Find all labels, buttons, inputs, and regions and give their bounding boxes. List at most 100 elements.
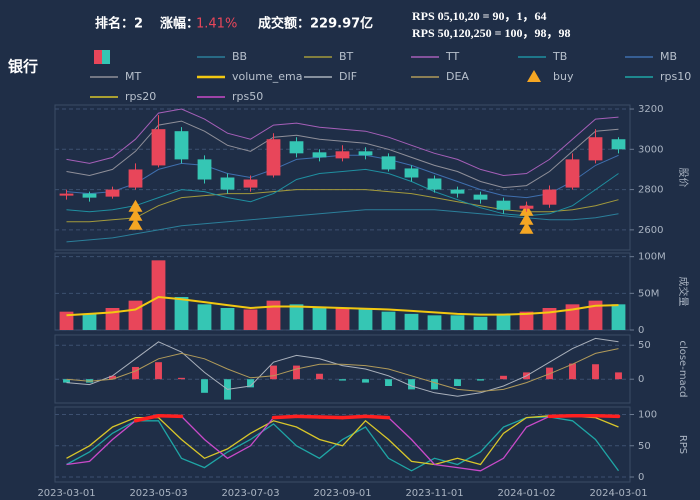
candle-body: [289, 141, 304, 154]
x-tick-label: 2023-07-03: [221, 488, 279, 499]
legend-label: DEA: [446, 70, 469, 83]
legend-label: volume_ema: [232, 70, 302, 83]
candle-body: [427, 178, 442, 190]
candle-body: [611, 139, 626, 150]
series-line: [66, 295, 619, 317]
volume-bar: [197, 304, 212, 330]
volume-bar: [243, 309, 258, 330]
macd-bar: [270, 365, 277, 380]
rps-long: RPS 50,120,250 = 100，98，98: [412, 26, 571, 40]
macd-bar: [132, 366, 139, 380]
rps-highlight: [133, 414, 161, 423]
legend-swatch: [94, 50, 102, 64]
rps-short: RPS 05,10,20 = 90，1，64: [412, 9, 547, 23]
candle-body: [105, 189, 120, 197]
volume-bar: [496, 313, 511, 330]
volume-bar: [473, 316, 488, 330]
volume-bar: [312, 308, 327, 330]
candle-body: [197, 159, 212, 180]
macd-bar: [569, 363, 576, 380]
series-line: [66, 348, 619, 392]
candle-body: [312, 152, 327, 158]
series-line: [66, 416, 620, 472]
legend-swatch: [527, 70, 541, 82]
y-tick-label: 0: [638, 472, 644, 483]
candle-body: [243, 179, 258, 188]
volume-bar: [519, 311, 534, 330]
candle-body: [588, 137, 603, 161]
volume-bar: [82, 313, 97, 330]
series-line: [66, 154, 619, 199]
series-line: [66, 168, 619, 217]
series-line: [66, 415, 619, 466]
legend-label: BB: [232, 50, 247, 63]
x-tick-label: 2024-01-02: [497, 488, 555, 499]
volume-bar: [220, 308, 235, 330]
y-axis-label: close-macd: [677, 340, 688, 397]
rank: 排名：2: [95, 16, 143, 32]
legend-label: rps20: [125, 90, 156, 103]
legend-label: MT: [125, 70, 141, 83]
x-tick-label: 2024-03-01: [589, 488, 647, 499]
candle-body: [450, 189, 465, 194]
legend-label: MB: [660, 50, 677, 63]
volume-bar: [266, 300, 281, 330]
y-tick-label: 50: [638, 441, 651, 452]
y-tick-label: 2600: [638, 225, 663, 236]
macd-bar: [500, 375, 507, 380]
volume-bar: [289, 304, 304, 330]
rps-highlight: [294, 414, 322, 419]
legend-label: TT: [445, 50, 460, 63]
x-tick-label: 2023-05-03: [129, 488, 187, 499]
candle-body: [174, 131, 189, 160]
volume-bar: [404, 313, 419, 330]
rps-highlight: [156, 414, 184, 419]
x-tick-label: 2023-03-01: [37, 488, 95, 499]
panel-frame: [54, 334, 631, 404]
volume-bar: [450, 315, 465, 330]
series-line: [66, 415, 619, 472]
legend-label: DIF: [339, 70, 357, 83]
volume-bar: [381, 311, 396, 330]
macd-bar: [201, 379, 208, 393]
y-tick-label: 0: [638, 374, 644, 385]
candle-body: [473, 194, 488, 200]
candle-body: [542, 189, 557, 205]
macd-bar: [247, 379, 254, 388]
macd-bar: [385, 379, 392, 386]
x-tick-label: 2023-11-01: [405, 488, 463, 499]
candle-body: [59, 193, 74, 196]
candle-body: [496, 200, 511, 210]
volume-bar: [151, 260, 166, 330]
sector-title: 银行: [8, 58, 38, 76]
y-axis-label: RPS: [677, 435, 688, 454]
rps-highlight: [363, 414, 391, 420]
macd-bar: [454, 379, 461, 386]
volume-bar: [427, 315, 442, 330]
legend-label: BT: [339, 50, 354, 63]
candle-body: [519, 205, 534, 209]
candle-body: [381, 156, 396, 170]
candle-body: [151, 129, 166, 166]
panel-frame: [54, 104, 631, 251]
change-label: 涨幅：: [159, 16, 199, 32]
y-tick-label: 100: [638, 410, 657, 421]
candle-body: [82, 193, 97, 198]
candle-body: [565, 159, 580, 188]
candle-body: [358, 151, 373, 156]
legend-label: TB: [552, 50, 567, 63]
rps-highlight: [317, 415, 345, 420]
macd-bar: [477, 379, 484, 381]
macd-bar: [592, 364, 599, 380]
volume-bar: [174, 297, 189, 330]
rps-highlight: [593, 414, 621, 419]
macd-bar: [431, 379, 438, 390]
x-tick-label: 2023-09-01: [313, 488, 371, 499]
buy-marker: [128, 199, 143, 230]
macd-bar: [155, 362, 162, 380]
volume-bar: [611, 304, 626, 330]
y-tick-label: 50: [638, 340, 651, 351]
series-line: [66, 189, 619, 223]
y-axis-label: 成交量: [677, 277, 690, 307]
